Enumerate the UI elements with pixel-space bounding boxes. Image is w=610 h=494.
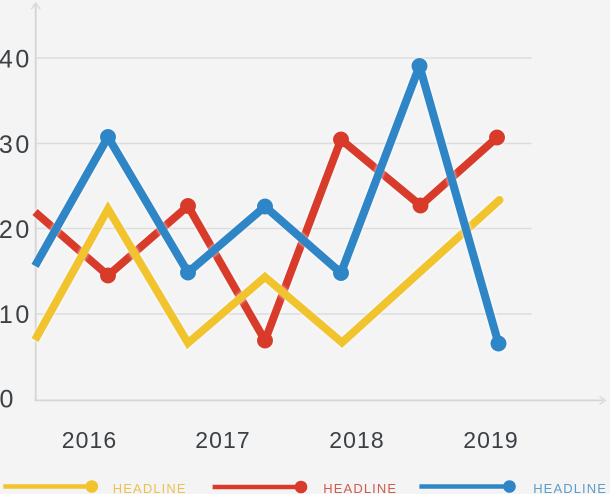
svg-text:0: 0 — [0, 386, 16, 414]
svg-text:2019: 2019 — [463, 427, 519, 453]
svg-text:HEADLINE: HEADLINE — [533, 481, 607, 494]
svg-text:20: 20 — [0, 216, 32, 244]
svg-text:40: 40 — [0, 46, 32, 74]
svg-text:2018: 2018 — [329, 427, 385, 453]
svg-text:10: 10 — [0, 301, 32, 329]
svg-text:2016: 2016 — [62, 427, 118, 453]
svg-text:HEADLINE: HEADLINE — [323, 481, 397, 494]
svg-text:HEADLINE: HEADLINE — [113, 481, 187, 494]
svg-text:30: 30 — [0, 131, 32, 159]
svg-text:2017: 2017 — [195, 427, 251, 453]
